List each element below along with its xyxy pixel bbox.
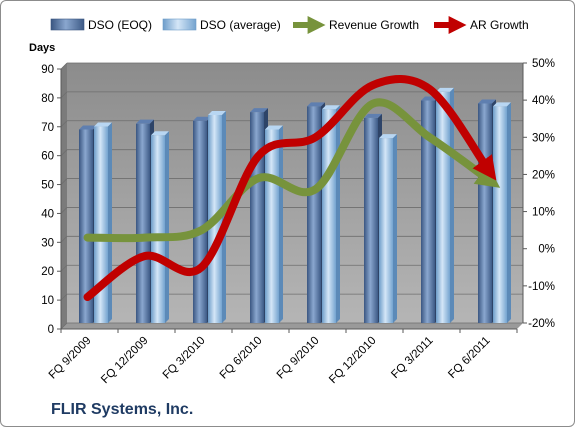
bars — [79, 87, 511, 324]
x-tick-label: FQ 9/2010 — [275, 335, 322, 382]
bar-dso-average-top — [265, 125, 283, 130]
bar-dso-average-top — [379, 134, 397, 139]
legend-item-dso-average: DSO (average) — [162, 18, 281, 32]
legend-swatch-dso-eoq — [50, 18, 85, 31]
bar-dso-average-side — [336, 105, 340, 323]
y2-tick-label: 20% — [532, 169, 555, 181]
gridline-side — [60, 293, 68, 301]
y2-tick-label: -10% — [528, 281, 555, 293]
x-tick-label: FQ 6/2010 — [218, 335, 265, 382]
gridline-side — [60, 91, 68, 99]
bar-dso-average-top — [436, 87, 454, 92]
gridline-side — [60, 149, 68, 156]
gridline-side — [60, 62, 68, 70]
y-axis-title: Days — [29, 42, 55, 54]
y-tick-label: 10 — [41, 295, 54, 307]
bar-dso-average-side — [450, 87, 454, 323]
x-tick-label: FQ 12/2010 — [327, 335, 378, 386]
bar-dso-eoq-top — [193, 116, 211, 121]
y-tick-label: 80 — [41, 93, 54, 105]
plot-floor — [61, 323, 523, 329]
bar-dso-eoq-top — [478, 99, 496, 104]
bar-dso-eoq — [421, 100, 435, 323]
bar-dso-average-top — [94, 122, 112, 127]
y-tick-label: 70 — [41, 122, 54, 134]
y-tick-label: 30 — [41, 237, 54, 249]
bar-dso-eoq-top — [79, 125, 97, 130]
y2-tick-label: 30% — [532, 132, 555, 144]
bar-dso-eoq-top — [364, 113, 382, 118]
bar-dso-average-side — [165, 131, 169, 323]
gridline-side — [60, 322, 68, 330]
plot-side-wall — [61, 63, 67, 329]
y2-tick-label: 10% — [532, 207, 555, 219]
legend-item-dso-eoq: DSO (EOQ) — [50, 18, 152, 32]
bar-dso-average — [379, 138, 393, 323]
legend-label-ar-growth: AR Growth — [470, 18, 529, 32]
bar-dso-average-side — [393, 134, 397, 323]
revenue-growth-line — [83, 98, 501, 243]
legend-item-revenue-growth: Revenue Growth — [293, 16, 419, 34]
legend-label-dso-average: DSO (average) — [200, 18, 281, 32]
bar-dso-eoq — [79, 129, 93, 323]
gridline-side — [60, 178, 68, 185]
bar-dso-average — [265, 129, 279, 323]
bar-dso-average — [493, 106, 507, 323]
y-tick-label: 90 — [41, 64, 54, 76]
x-tick-label: FQ 9/2009 — [47, 335, 94, 382]
legend-swatch-dso-average — [162, 18, 197, 31]
bar-dso-average — [94, 126, 108, 323]
y2-tick-label: 0% — [538, 244, 555, 256]
legend-label-dso-eoq: DSO (EOQ) — [88, 18, 152, 32]
gridline-side — [60, 264, 68, 272]
bar-dso-average — [436, 91, 450, 323]
bar-dso-eoq — [478, 103, 492, 323]
legend-label-revenue-growth: Revenue Growth — [329, 18, 419, 32]
x-tick-label: FQ 3/2010 — [161, 335, 208, 382]
bar-dso-average-side — [279, 125, 283, 323]
bar-dso-average-side — [108, 122, 112, 323]
y-tick-label: 20 — [41, 266, 54, 278]
y2-tick-label: 50% — [532, 58, 555, 70]
bar-dso-eoq-top — [250, 108, 268, 113]
y2-tick-label: 40% — [532, 95, 555, 107]
y2-tick-label: -20% — [528, 318, 555, 330]
bar-dso-average-side — [222, 111, 226, 323]
y-tick-label: 50 — [41, 180, 54, 192]
bar-dso-eoq — [136, 123, 150, 324]
legend: DSO (EOQ) DSO (average) Revenue Growth A… — [50, 16, 529, 34]
bar-dso-average-side — [507, 102, 511, 323]
gridline-side — [60, 207, 68, 214]
bar-dso-eoq — [250, 112, 264, 323]
y-tick-label: 60 — [41, 151, 54, 163]
ar-growth-line — [83, 75, 497, 301]
bar-dso-average-top — [208, 111, 226, 115]
x-tick-label: FQ 3/2011 — [389, 335, 435, 381]
x-tick-label: FQ 6/2011 — [446, 335, 492, 381]
bar-dso-average-top — [493, 102, 511, 107]
legend-item-ar-growth: AR Growth — [434, 16, 529, 34]
y-tick-label: 0 — [48, 324, 54, 336]
bar-dso-eoq-top — [136, 119, 154, 124]
bar-dso-average — [322, 109, 336, 323]
bar-dso-eoq-top — [307, 102, 325, 107]
gridline-side — [60, 236, 68, 243]
bar-dso-eoq — [307, 106, 321, 323]
growth-lines — [83, 75, 501, 301]
bar-dso-eoq — [193, 120, 207, 324]
bar-dso-eoq — [364, 117, 378, 323]
bar-dso-average-top — [322, 105, 340, 110]
gridline-side — [60, 120, 68, 128]
x-tick-label: FQ 12/2009 — [99, 335, 150, 386]
chart-caption: FLIR Systems, Inc. — [51, 401, 193, 418]
bar-dso-average-top — [151, 131, 169, 136]
y-tick-label: 40 — [41, 208, 54, 220]
bar-dso-average — [151, 135, 165, 323]
